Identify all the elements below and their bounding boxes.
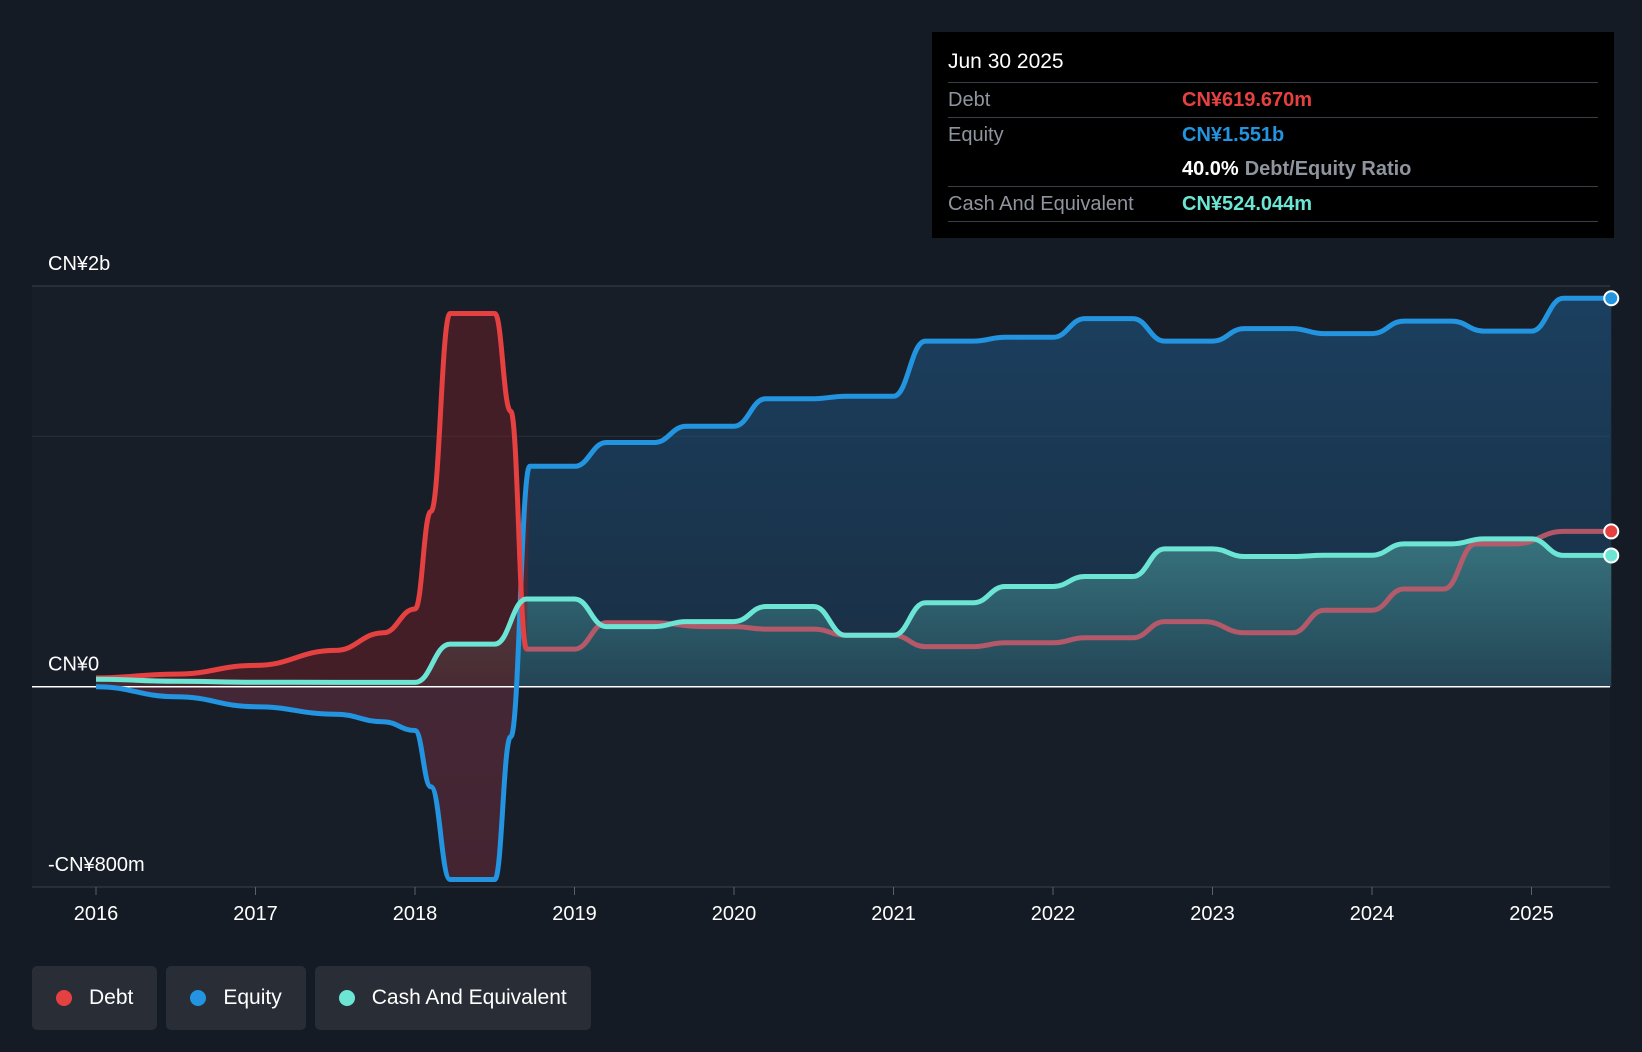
tooltip-ratio-label: Debt/Equity Ratio xyxy=(1244,158,1412,180)
equity-dot-icon xyxy=(190,990,207,1006)
x-tick-label: 2017 xyxy=(233,903,278,925)
tooltip-equity-value: CN¥1.551b xyxy=(1182,124,1285,146)
cash-end-dot xyxy=(1603,547,1620,564)
y-tick-label: CN¥2b xyxy=(48,253,110,275)
tooltip-ratio-row: 40.0% Debt/Equity Ratio xyxy=(948,152,1598,187)
debt-line xyxy=(95,311,530,681)
legend-item-debt[interactable]: Debt xyxy=(32,966,158,1030)
tooltip-equity-row: Equity CN¥1.551b xyxy=(948,118,1598,152)
legend: Debt Equity Cash And Equivalent xyxy=(32,966,591,1030)
tooltip-debt-row: Debt CN¥619.670m xyxy=(948,83,1598,118)
tooltip-debt-label: Debt xyxy=(948,89,991,111)
y-tick-label: -CN¥800m xyxy=(48,854,145,876)
legend-label-equity: Equity xyxy=(223,986,282,1009)
tooltip-ratio-value: 40.0% xyxy=(1182,158,1239,180)
debt-end-dot xyxy=(1603,523,1620,540)
legend-item-cash[interactable]: Cash And Equivalent xyxy=(314,966,591,1030)
cash-area xyxy=(96,538,1612,687)
equity-area xyxy=(96,298,1612,880)
x-tick-label: 2022 xyxy=(1031,903,1076,925)
tooltip-panel: Jun 30 2025 Debt CN¥619.670m Equity CN¥1… xyxy=(932,32,1614,238)
x-tick-label: 2018 xyxy=(393,903,438,925)
debt-dot-icon xyxy=(56,990,72,1006)
x-tick-label: 2020 xyxy=(712,903,757,925)
x-tick-label: 2021 xyxy=(871,903,916,925)
tooltip-cash-value: CN¥524.044m xyxy=(1182,193,1313,215)
legend-label-cash: Cash And Equivalent xyxy=(371,986,567,1009)
legend-item-equity[interactable]: Equity xyxy=(166,966,306,1030)
tooltip-date: Jun 30 2025 xyxy=(948,46,1598,83)
x-tick-label: 2025 xyxy=(1509,903,1554,925)
x-tick-label: 2023 xyxy=(1190,903,1235,925)
equity-line xyxy=(95,295,1612,882)
cash-dot-icon xyxy=(338,990,355,1006)
x-tick-label: 2024 xyxy=(1350,903,1395,925)
equity-end-dot xyxy=(1603,290,1620,307)
x-tick-label: 2016 xyxy=(74,903,119,925)
tooltip-cash-label: Cash And Equivalent xyxy=(948,193,1134,215)
y-tick-label: CN¥0 xyxy=(48,654,99,676)
tooltip-cash-row: Cash And Equivalent CN¥524.044m xyxy=(948,187,1598,222)
x-tick-label: 2019 xyxy=(552,903,597,925)
tooltip-equity-label: Equity xyxy=(948,124,1004,146)
legend-label-debt: Debt xyxy=(89,986,134,1009)
cash-line xyxy=(95,536,1612,685)
tooltip-debt-value: CN¥619.670m xyxy=(1182,89,1313,111)
debt-line-dimmed xyxy=(526,528,1612,652)
